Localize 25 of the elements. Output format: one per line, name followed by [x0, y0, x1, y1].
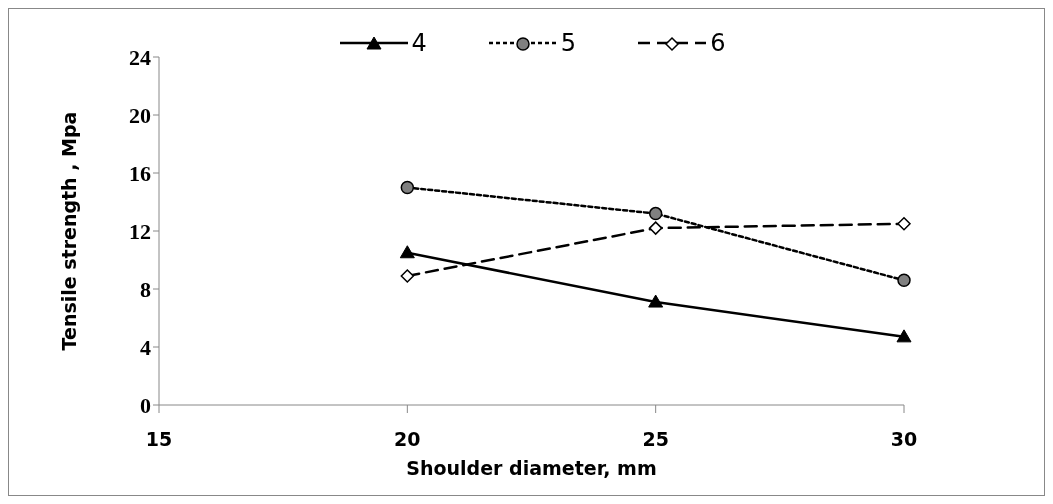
legend-label: 4 [411, 29, 427, 57]
point [896, 329, 912, 343]
y-axis-title: Tensile strength , Mpa [57, 111, 80, 351]
x-tick-label: 25 [642, 428, 669, 451]
y-tick-label: 4 [140, 334, 151, 360]
legend-label: 5 [560, 29, 577, 57]
x-tick-label: 20 [394, 428, 421, 451]
point [897, 273, 911, 288]
point [648, 294, 664, 308]
y-tick-label: 20 [129, 102, 151, 128]
point [399, 245, 415, 259]
x-axis-title: Shoulder diameter, mm [406, 457, 657, 479]
x-tick-label: 15 [145, 428, 173, 451]
x-tick-label: 30 [890, 428, 918, 451]
y-tick-label: 0 [140, 392, 151, 418]
y-tick-label: 24 [129, 44, 151, 70]
legend-label: 6 [710, 29, 726, 57]
y-tick-label: 12 [129, 218, 151, 244]
point [648, 221, 663, 235]
point [400, 180, 415, 195]
point [648, 206, 663, 221]
point [400, 269, 415, 283]
y-tick-label: 8 [140, 276, 151, 302]
point [897, 217, 911, 231]
y-tick-label: 16 [129, 160, 151, 186]
